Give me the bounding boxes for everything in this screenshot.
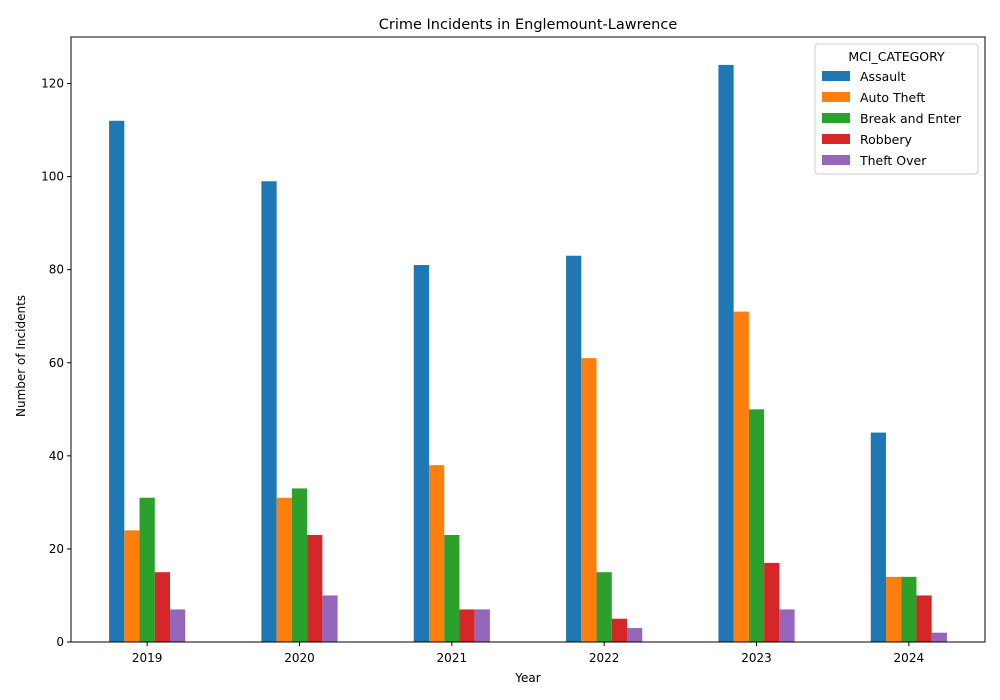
- bar-auto-theft-2022: [581, 358, 597, 642]
- bar-auto-theft-2019: [124, 530, 140, 642]
- bar-auto-theft-2024: [885, 576, 902, 642]
- bar-assault-2022: [566, 255, 582, 643]
- x-axis-label: Year: [514, 671, 540, 685]
- legend-entry-assault: Assault: [860, 69, 906, 84]
- bar-robbery-2024: [916, 595, 932, 642]
- legend-title: MCI_CATEGORY: [848, 49, 945, 64]
- y-tick-label: 120: [41, 77, 64, 91]
- y-axis-label: Number of Incidents: [14, 295, 28, 417]
- y-tick-label: 0: [56, 635, 64, 649]
- bar-theft-over-2023: [779, 609, 795, 642]
- y-tick-label: 80: [49, 263, 64, 277]
- bar-robbery-2022: [611, 618, 628, 642]
- x-tick-label: 2020: [284, 651, 315, 665]
- bar-assault-2020: [261, 181, 277, 642]
- bar-break-and-enter-2020: [291, 488, 308, 642]
- legend-entry-theft-over: Theft Over: [859, 153, 927, 168]
- bar-theft-over-2021: [474, 609, 490, 642]
- legend-swatch-auto-theft: [822, 92, 850, 102]
- bar-break-and-enter-2023: [748, 409, 765, 642]
- bars-layer: [109, 64, 947, 643]
- axes-layer: 0 20 40 60 80 100 120 2019 2020 2021 2022 2023 2024: [41, 36, 986, 665]
- x-tick-label: 2022: [589, 651, 620, 665]
- legend-entry-robbery: Robbery: [860, 132, 912, 147]
- bar-assault-2021: [413, 265, 429, 642]
- x-tick-label: 2019: [132, 651, 163, 665]
- x-tick-label: 2021: [437, 651, 468, 665]
- bar-theft-over-2022: [627, 628, 643, 642]
- bar-theft-over-2019: [170, 609, 186, 642]
- chart-title: Crime Incidents in Englemount-Lawrence: [379, 17, 678, 33]
- legend-swatch-robbery: [822, 134, 850, 144]
- legend-swatch-assault: [822, 71, 850, 81]
- bar-assault-2019: [109, 120, 125, 642]
- bar-auto-theft-2020: [276, 497, 292, 642]
- bar-robbery-2023: [764, 562, 780, 642]
- y-tick-label: 60: [49, 356, 64, 370]
- bar-auto-theft-2023: [733, 311, 749, 642]
- y-tick-label: 40: [49, 449, 64, 463]
- bar-theft-over-2020: [322, 595, 338, 642]
- legend-box: [814, 43, 979, 175]
- bar-auto-theft-2021: [428, 465, 445, 642]
- y-tick-label: 20: [49, 542, 64, 556]
- legend: MCI_CATEGORY Assault Auto Theft Break and E…: [814, 43, 979, 175]
- bar-break-and-enter-2024: [901, 576, 917, 642]
- y-tick-label: 100: [41, 170, 64, 184]
- plot-frame: [70, 36, 986, 643]
- x-tick-label: 2024: [894, 651, 925, 665]
- x-tick-label: 2023: [741, 651, 772, 665]
- bar-theft-over-2024: [931, 632, 947, 642]
- bar-robbery-2019: [154, 572, 171, 642]
- bar-assault-2024: [870, 432, 886, 642]
- legend-entry-break-and-enter: Break and Enter: [860, 111, 962, 126]
- bar-robbery-2020: [307, 534, 323, 642]
- bar-assault-2023: [718, 64, 734, 643]
- legend-swatch-break-and-enter: [822, 113, 850, 123]
- bar-break-and-enter-2022: [596, 572, 612, 642]
- legend-entry-auto-theft: Auto Theft: [860, 90, 925, 105]
- bar-break-and-enter-2019: [139, 497, 155, 642]
- bar-robbery-2021: [459, 609, 475, 642]
- bar-break-and-enter-2021: [444, 534, 460, 642]
- legend-swatch-theft-over: [822, 155, 850, 165]
